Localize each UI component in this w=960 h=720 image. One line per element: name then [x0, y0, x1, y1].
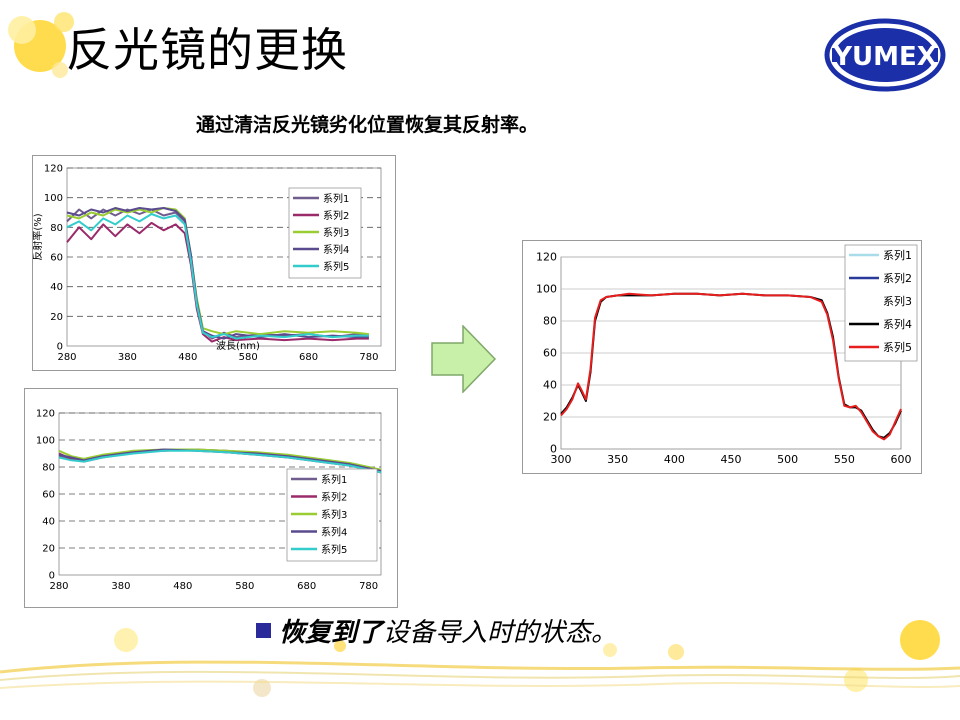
legend-label: 系列1: [883, 248, 912, 262]
series-line-5: [560, 292, 902, 441]
logo-text: YUMEX: [832, 42, 937, 72]
x-tick-label: 400: [664, 453, 685, 466]
chart-top-left: 0 20 40 60 80 100 120 280 380 480 580 680 780 波長(nm) 反…: [31, 164, 382, 363]
y-tick-label: 80: [42, 463, 55, 474]
y-tick-label: 60: [50, 253, 63, 264]
legend-label: 系列1: [321, 473, 347, 486]
x-axis-label: 波長(nm): [216, 339, 260, 352]
series-line-5: [58, 449, 382, 474]
legend-label: 系列5: [321, 543, 347, 556]
y-tick-label: 20: [42, 544, 55, 555]
legend-box: [844, 244, 918, 362]
legend-label: 系列5: [883, 340, 912, 354]
y-tick-label: 120: [536, 251, 557, 264]
x-tick-label: 680: [297, 581, 316, 592]
legend-label: 系列4: [323, 243, 349, 256]
series-line-5: [66, 213, 369, 340]
y-tick-label: 60: [42, 490, 55, 501]
y-tick-label: 100: [536, 283, 557, 296]
legend-label: 系列2: [883, 271, 912, 285]
x-tick-label: 450: [721, 453, 742, 466]
legend-label: 系列4: [321, 526, 347, 539]
chart-panel-right: 0 20 40 60 80 100 120 300 350 400 450 500 550 600 系列1 系…: [522, 240, 922, 474]
y-tick-label: 80: [50, 223, 63, 234]
x-tick-label: 380: [118, 352, 137, 363]
yumex-logo: YUMEX: [824, 18, 946, 92]
y-tick-label: 60: [543, 347, 557, 360]
x-tick-label: 480: [173, 581, 192, 592]
chart-bottom-left: 0 20 40 60 80 100 120 280 380 480 580 680 780 系列1 系列2 系…: [36, 409, 382, 592]
page-title: 反光镜的更换: [66, 23, 348, 77]
x-tick-label: 280: [57, 352, 76, 363]
x-tick-label: 680: [299, 352, 318, 363]
y-tick-label: 100: [44, 193, 63, 204]
x-tick-label: 580: [235, 581, 254, 592]
page-subtitle: 通过清洁反光镜劣化位置恢复其反射率。: [196, 114, 539, 136]
x-tick-label: 380: [111, 581, 130, 592]
y-tick-label: 20: [543, 411, 557, 424]
conclusion-text: 恢复到了设备导入时的状态。: [256, 612, 617, 649]
chart-panel-bottom-left: 0 20 40 60 80 100 120 280 380 480 580 680 780 系列1 系列2 系…: [24, 388, 398, 608]
x-tick-label: 500: [777, 453, 798, 466]
legend-label: 系列4: [883, 317, 912, 331]
bullet-square-icon: [256, 623, 271, 638]
y-tick-label: 40: [42, 517, 55, 528]
legend-label: 系列2: [323, 209, 349, 222]
x-tick-label: 780: [359, 581, 378, 592]
conclusion-rest: 设备导入时的状态。: [383, 618, 618, 648]
y-tick-label: 0: [57, 342, 63, 353]
x-tick-label: 580: [239, 352, 258, 363]
y-tick-label: 120: [44, 164, 63, 175]
y-tick-label: 40: [50, 282, 63, 293]
x-tick-label: 550: [834, 453, 855, 466]
right-arrow-icon: [431, 325, 497, 393]
y-tick-label: 0: [550, 443, 557, 456]
y-tick-label: 80: [543, 315, 557, 328]
series-line-3: [58, 448, 382, 471]
x-tick-label: 280: [49, 581, 68, 592]
x-tick-label: 780: [359, 352, 378, 363]
legend-box: [288, 187, 362, 279]
chart-right: 0 20 40 60 80 100 120 300 350 400 450 500 550 600 系列1 系…: [536, 244, 918, 466]
y-tick-label: 100: [36, 436, 55, 447]
y-tick-label: 40: [543, 379, 557, 392]
legend-label: 系列3: [323, 226, 349, 239]
x-tick-label: 300: [551, 453, 572, 466]
y-axis-label: 反射率(%): [33, 213, 44, 260]
conclusion-bold: 恢复到了: [279, 618, 384, 648]
x-tick-label: 350: [607, 453, 628, 466]
legend-label: 系列3: [321, 508, 347, 521]
legend-label: 系列2: [321, 491, 347, 504]
y-tick-label: 20: [50, 312, 63, 323]
chart-panel-top-left: 0 20 40 60 80 100 120 280 380 480 580 680 780 波長(nm) 反…: [31, 155, 396, 371]
y-tick-label: 120: [36, 409, 55, 420]
legend-label: 系列3: [883, 294, 912, 308]
x-tick-label: 600: [891, 453, 912, 466]
y-tick-label: 0: [49, 571, 55, 582]
x-tick-label: 480: [178, 352, 197, 363]
legend-label: 系列1: [323, 192, 349, 205]
legend-label: 系列5: [323, 260, 349, 273]
